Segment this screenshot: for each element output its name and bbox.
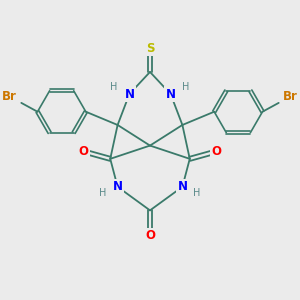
Text: H: H <box>110 82 118 92</box>
Text: O: O <box>211 145 221 158</box>
Text: N: N <box>166 88 176 100</box>
Text: N: N <box>124 88 134 100</box>
Text: O: O <box>145 229 155 242</box>
Text: Br: Br <box>2 90 17 103</box>
Text: N: N <box>177 180 188 193</box>
Text: O: O <box>79 145 89 158</box>
Text: H: H <box>99 188 106 198</box>
Text: Br: Br <box>283 90 298 103</box>
Text: N: N <box>112 180 123 193</box>
Text: H: H <box>182 82 190 92</box>
Text: H: H <box>194 188 201 198</box>
Text: S: S <box>146 42 154 55</box>
